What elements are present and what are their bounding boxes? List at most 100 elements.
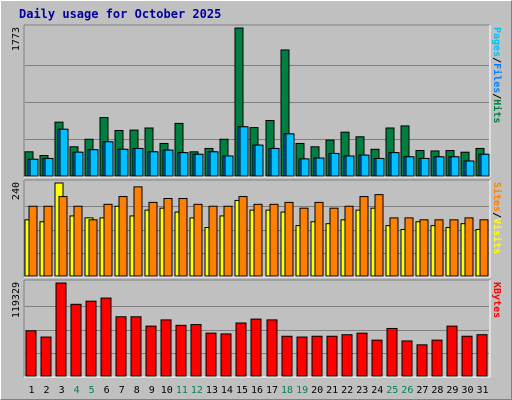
x-tick-label: 12 (191, 385, 203, 396)
x-tick-label: 29 (446, 385, 458, 396)
x-tick-label: 31 (476, 385, 488, 396)
pages-bar (420, 157, 430, 177)
sites-bar (464, 217, 474, 277)
pages-bar (405, 156, 415, 177)
kbytes-bar (371, 339, 383, 377)
x-tick-label: 4 (74, 385, 80, 396)
hits-panel-legend: Pages/Files/Hits (491, 27, 503, 123)
pages-bar (254, 144, 264, 177)
pages-bar (345, 155, 355, 177)
hits-panel-legend-part: / (491, 57, 502, 63)
sites-bar (284, 201, 294, 277)
kbytes-bar (145, 325, 157, 377)
kbytes-bar (55, 282, 67, 377)
x-tick-label: 30 (461, 385, 473, 396)
kbytes-panel-legend: KBytes (491, 282, 502, 318)
sites-bar (253, 203, 263, 277)
hits-panel-legend-part: / (491, 93, 502, 99)
x-tick-label: 20 (311, 385, 323, 396)
sites-bar (344, 205, 354, 277)
x-tick-label: 2 (44, 385, 50, 396)
sites-bar (28, 205, 38, 277)
sites-bar (359, 196, 369, 277)
pages-bar (450, 156, 460, 177)
pages-bar (74, 151, 84, 177)
kbytes-bar (85, 300, 97, 377)
kbytes-bar (250, 318, 262, 377)
kbytes-panel: 119329 KBytes (11, 279, 502, 378)
x-tick-label: 17 (266, 385, 278, 396)
kbytes-bar (266, 319, 278, 377)
pages-bar (330, 152, 340, 177)
x-tick-label: 9 (149, 385, 155, 396)
kbytes-bar (476, 334, 488, 377)
hits-panel-y-max-label: 1773 (11, 27, 22, 51)
pages-bar (224, 155, 234, 177)
kbytes-bar (416, 344, 428, 377)
pages-bar (480, 153, 490, 177)
x-tick-label: 25 (386, 385, 398, 396)
pages-bar (149, 151, 159, 177)
x-tick-label: 15 (236, 385, 248, 396)
sites-bar (118, 196, 128, 277)
x-tick-label: 19 (296, 385, 308, 396)
kbytes-bar (205, 332, 217, 377)
kbytes-bar (281, 335, 293, 377)
kbytes-bar (160, 319, 172, 377)
pages-bar (360, 154, 370, 177)
kbytes-panel-y-max-label: 119329 (11, 282, 22, 318)
pages-bar (104, 141, 114, 177)
kbytes-bar (130, 316, 142, 377)
sites-bar (103, 203, 113, 277)
sites-bar (479, 219, 489, 277)
sites-bar (314, 201, 324, 277)
sites-bar (389, 217, 399, 277)
kbytes-bar (70, 303, 82, 377)
pages-bar (435, 156, 445, 177)
kbytes-bar (386, 327, 398, 377)
sites-bar (58, 196, 68, 277)
x-tick-label: 24 (371, 385, 383, 396)
kbytes-bar (235, 322, 247, 377)
x-tick-label: 3 (59, 385, 65, 396)
pages-bar (285, 133, 295, 177)
sites-bar (88, 219, 98, 277)
x-tick-label: 21 (326, 385, 338, 396)
pages-bar (29, 158, 39, 177)
pages-bar (390, 152, 400, 177)
pages-bar (239, 126, 249, 177)
pages-bar (179, 152, 189, 177)
pages-bar (315, 157, 325, 177)
kbytes-bar (356, 332, 368, 377)
sites-bar (419, 219, 429, 277)
x-tick-label: 1 (29, 385, 35, 396)
sites-panel-y-max-label: 240 (11, 182, 22, 200)
pages-bar (465, 160, 475, 177)
kbytes-bar (326, 335, 338, 377)
sites-panel: 240 Sites/Visits (11, 179, 503, 278)
sites-bar (299, 207, 309, 277)
pages-bar (209, 151, 219, 177)
pages-bar (164, 149, 174, 177)
sites-bar (374, 194, 384, 277)
x-tick-label: 26 (401, 385, 413, 396)
hits-panel-legend-part: Pages (491, 27, 502, 57)
chart-title: Daily usage for October 2025 (19, 7, 222, 21)
pages-bar (300, 158, 310, 177)
sites-panel-legend: Sites/Visits (491, 182, 503, 254)
kbytes-bar (100, 297, 112, 377)
kbytes-bar (461, 335, 473, 377)
pages-bar (194, 153, 204, 177)
x-tick-label: 16 (251, 385, 263, 396)
x-tick-label: 10 (161, 385, 173, 396)
sites-bar (223, 205, 233, 277)
x-tick-label: 11 (176, 385, 188, 396)
x-tick-label: 28 (431, 385, 443, 396)
kbytes-bar (175, 324, 187, 377)
kbytes-bar (431, 339, 443, 377)
kbytes-bar (190, 324, 202, 377)
x-tick-label: 22 (341, 385, 353, 396)
sites-bar (449, 219, 459, 277)
kbytes-bar (115, 316, 127, 377)
